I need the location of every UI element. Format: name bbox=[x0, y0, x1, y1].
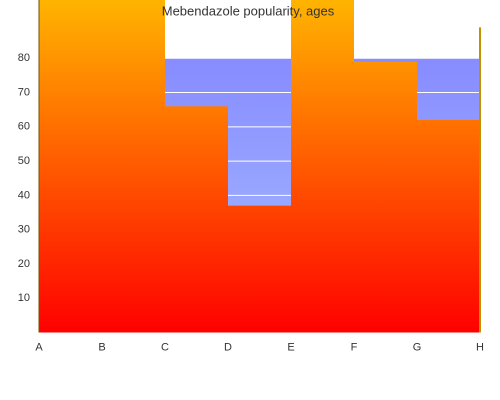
y-tick-label: 20 bbox=[18, 258, 30, 270]
y-tick-label: 10 bbox=[18, 292, 30, 304]
y-tick-label: 30 bbox=[18, 224, 30, 236]
y-tick-label: 70 bbox=[18, 86, 30, 98]
chart-title: Mebendazole popularity, ages bbox=[162, 3, 335, 18]
step-area bbox=[165, 106, 228, 333]
step-area bbox=[102, 0, 165, 333]
step-area bbox=[291, 0, 354, 333]
y-tick-label: 50 bbox=[18, 155, 30, 167]
x-tick-label: H bbox=[476, 341, 484, 353]
step-area bbox=[39, 0, 102, 333]
x-tick-label: G bbox=[413, 341, 422, 353]
x-tick-label: C bbox=[161, 341, 169, 353]
front-layer bbox=[39, 0, 481, 333]
step-area bbox=[354, 61, 417, 333]
step-area bbox=[228, 205, 291, 333]
x-tick-label: B bbox=[98, 341, 105, 353]
y-tick-label: 40 bbox=[18, 189, 30, 201]
text-layer: Mebendazole popularity, ages 10 20 30 40 50 6… bbox=[18, 0, 484, 353]
y-tick-label: 60 bbox=[18, 121, 30, 133]
x-tick-label: D bbox=[224, 341, 232, 353]
step-area bbox=[417, 119, 480, 333]
x-tick-label: A bbox=[35, 341, 43, 353]
y-tick-label: 80 bbox=[18, 52, 30, 64]
x-tick-label: E bbox=[287, 341, 294, 353]
x-tick-label: F bbox=[351, 341, 358, 353]
